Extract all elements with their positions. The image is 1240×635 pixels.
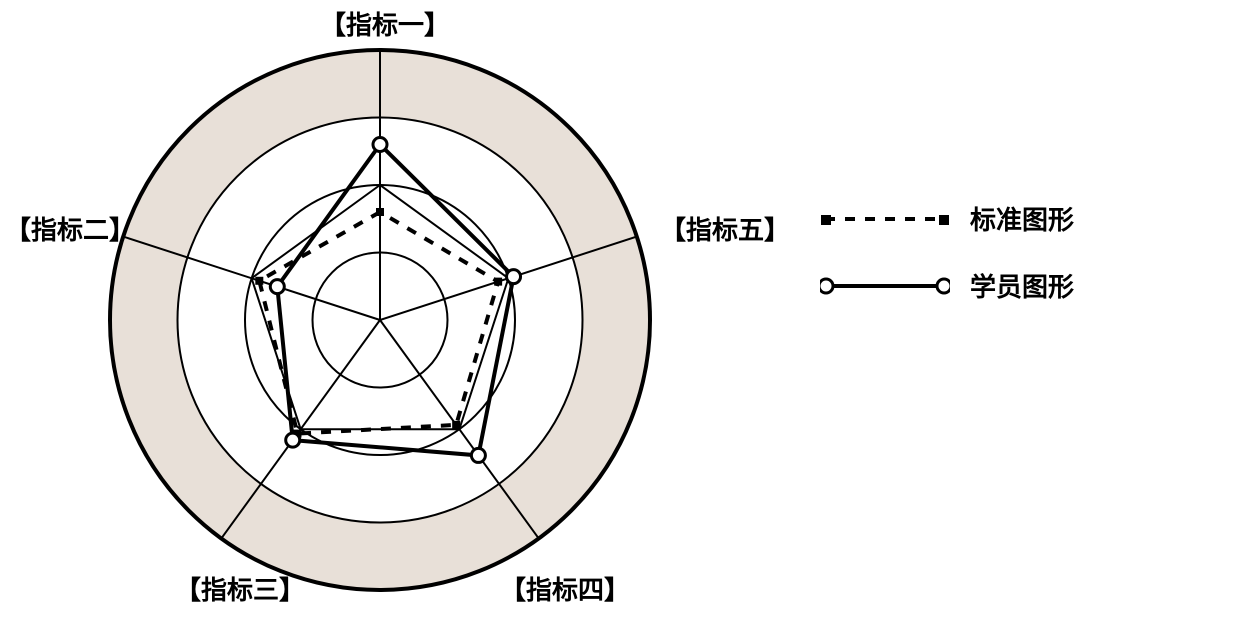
axis-label-2: 【指标二】 xyxy=(5,210,135,247)
axis-label-4: 【指标四】 xyxy=(500,570,630,607)
legend-item-student: 学员图形 xyxy=(820,267,1074,304)
radar-chart xyxy=(70,10,690,630)
legend-symbol-dashed-icon xyxy=(820,204,950,234)
axis-label-5: 【指标五】 xyxy=(660,210,790,247)
legend-label-student: 学员图形 xyxy=(970,267,1074,304)
axis-label-1: 【指标一】 xyxy=(320,5,450,42)
axis-label-3: 【指标三】 xyxy=(175,570,305,607)
legend-symbol-solid-icon xyxy=(820,271,950,301)
legend-label-standard: 标准图形 xyxy=(970,200,1074,237)
legend-item-standard: 标准图形 xyxy=(820,200,1074,237)
chart-legend: 标准图形 学员图形 xyxy=(820,200,1074,334)
